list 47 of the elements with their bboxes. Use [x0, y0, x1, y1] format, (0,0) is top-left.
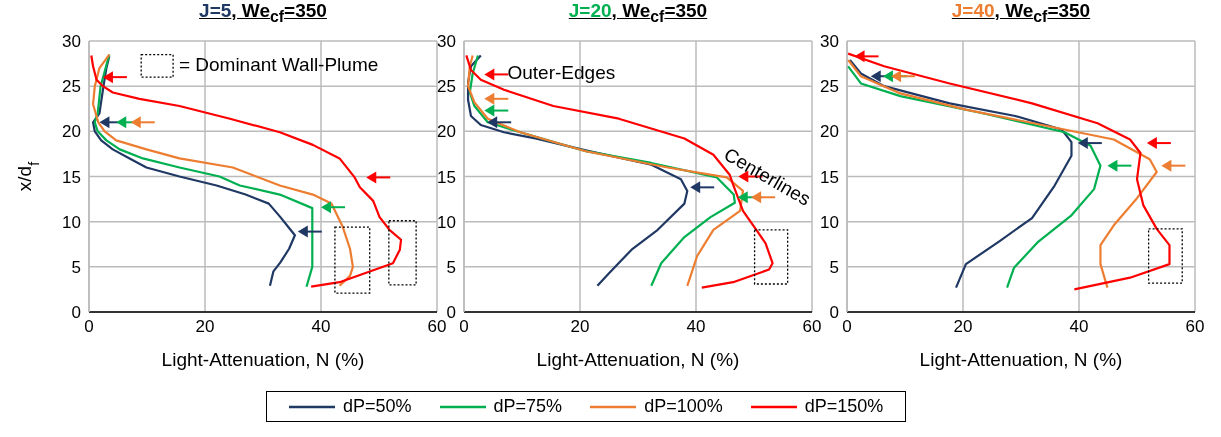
y-tick-label: 25 [437, 77, 456, 97]
y-tick-label: 0 [829, 303, 839, 323]
x-tick-label: 60 [427, 317, 447, 337]
chart-title: J=20, We$_{cf}$=350 [568, 0, 708, 25]
legend-label: dP=150% [804, 396, 884, 417]
legend-label: dP=75% [493, 396, 563, 417]
x-tick-label: 0 [842, 317, 852, 337]
y-tick-label: 30 [820, 32, 839, 52]
line-series [90, 54, 403, 288]
line-series [466, 54, 689, 287]
x-tick-label: 40 [1069, 317, 1089, 337]
x-tick-label: 40 [311, 317, 331, 337]
y-tick-label: 20 [62, 122, 81, 142]
chart-title: J=5, We$_{cf}$=350 [199, 0, 327, 25]
y-tick-label: 30 [437, 32, 456, 52]
x-tick-label: 0 [84, 317, 94, 337]
annotation: Outer-Edges [507, 62, 616, 84]
y-tick-label: 10 [62, 212, 81, 232]
y-tick-label: 10 [437, 212, 456, 232]
legend-label: dP=50% [343, 396, 412, 417]
x-tick-label: 20 [953, 317, 973, 337]
x-tick-label: 20 [195, 317, 215, 337]
y-tick-label: 20 [820, 122, 839, 142]
legend-label: dP=100% [644, 396, 723, 417]
x-tick-label: 60 [1185, 317, 1205, 337]
y-tick-label: 15 [820, 167, 839, 187]
y-tick-label: 15 [437, 167, 456, 187]
x-tick-label: 40 [686, 317, 706, 337]
x-tick-label: 60 [802, 317, 822, 337]
y-tick-label: 5 [446, 257, 456, 277]
x-axis-title: Light-Attenuation, N (%) [161, 349, 365, 370]
y-tick-label: 10 [820, 212, 839, 232]
y-tick-label: 15 [62, 167, 81, 187]
x-tick-label: 20 [570, 317, 590, 337]
y-tick-label: 25 [62, 77, 81, 97]
y-tick-label: 0 [71, 303, 81, 323]
annotation: = Dominant Wall-Plume [178, 54, 379, 76]
chart-title: J=40, We$_{cf}$=350 [951, 0, 1091, 25]
y-tick-label: 0 [446, 303, 456, 323]
x-tick-label: 0 [459, 317, 469, 337]
y-tick-label: 5 [829, 257, 839, 277]
y-tick-label: 30 [62, 32, 81, 52]
x-axis-title: Light-Attenuation, N (%) [536, 349, 740, 370]
y-tick-label: 5 [71, 257, 81, 277]
y-tick-label: 25 [820, 77, 839, 97]
y-tick-label: 20 [437, 122, 456, 142]
x-axis-title: Light-Attenuation, N (%) [919, 349, 1123, 370]
